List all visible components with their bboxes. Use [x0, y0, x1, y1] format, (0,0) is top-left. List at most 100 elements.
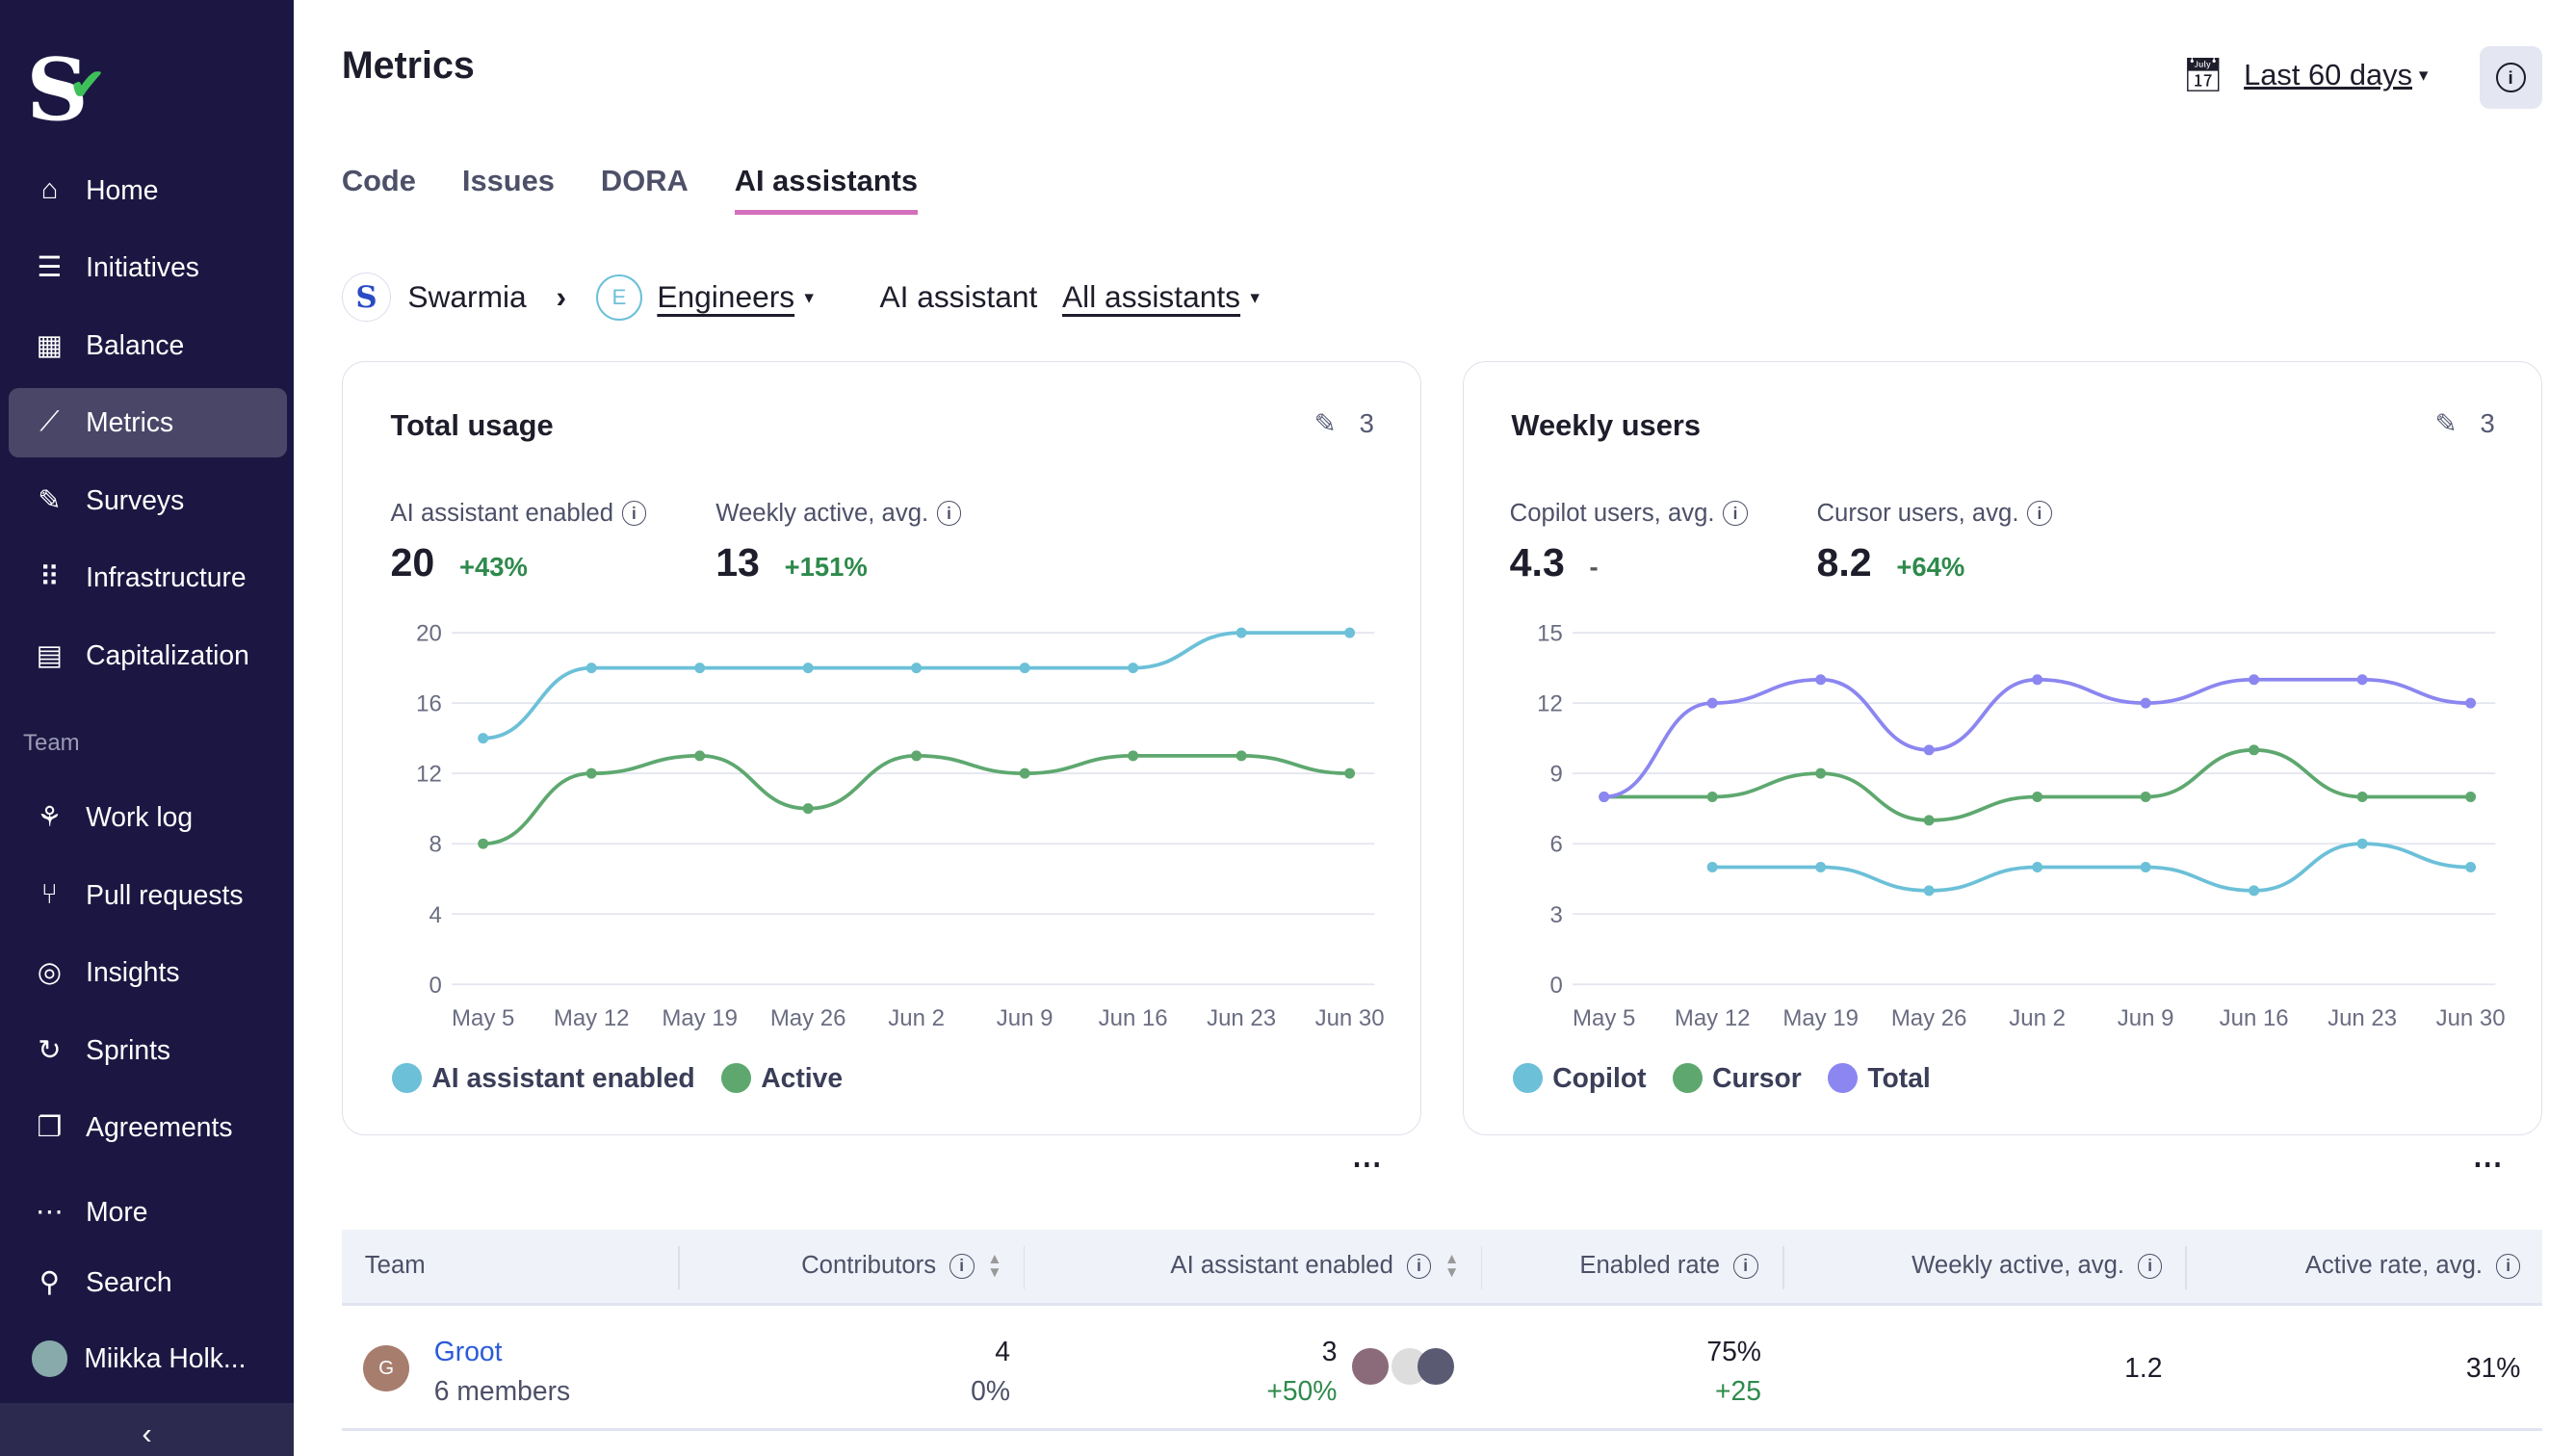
- sidebar-item-capitalization[interactable]: ▤ Capitalization: [9, 621, 288, 690]
- org-link[interactable]: Swarmia: [407, 279, 527, 315]
- sidebar-item-agreements[interactable]: ❐ Agreements: [9, 1093, 288, 1162]
- date-range-picker[interactable]: 📅︎ Last 60 days ▾: [2182, 56, 2428, 94]
- x-tick-label: Jun 23: [1207, 1005, 1276, 1031]
- info-icon[interactable]: i: [621, 501, 647, 526]
- data-point: [1019, 768, 1030, 780]
- sidebar-item-search[interactable]: ⚲ Search: [9, 1248, 288, 1317]
- data-point: [1923, 744, 1935, 756]
- x-tick-label: Jun 2: [888, 1005, 945, 1031]
- info-icon[interactable]: i: [1406, 1253, 1432, 1279]
- column-enabled-rate[interactable]: Enabled rate i: [1579, 1230, 1758, 1302]
- calculator-icon: ▤: [36, 639, 64, 671]
- data-point: [2140, 792, 2151, 803]
- team-selector[interactable]: Engineers: [657, 279, 795, 315]
- stat-label: Weekly active, avg.: [715, 499, 929, 527]
- sidebar-item-more[interactable]: ⋯ More: [9, 1177, 288, 1246]
- legend-item[interactable]: Copilot: [1513, 1062, 1647, 1094]
- data-point: [1343, 768, 1355, 780]
- legend-item[interactable]: Active: [721, 1062, 843, 1094]
- y-tick-label: 9: [1549, 762, 1562, 788]
- data-point: [2140, 698, 2151, 709]
- sidebar-item-surveys[interactable]: ✎ Surveys: [9, 465, 288, 534]
- data-point: [1814, 768, 1826, 780]
- enabled-rate-change: +25: [1714, 1375, 1761, 1407]
- nav-label: Infrastructure: [86, 561, 247, 593]
- column-active-rate[interactable]: Active rate, avg. i: [2305, 1230, 2521, 1302]
- legend-item[interactable]: AI assistant enabled: [392, 1062, 695, 1094]
- insights-icon: ◎: [37, 957, 63, 989]
- info-icon[interactable]: i: [2137, 1253, 2163, 1279]
- surveys-icon: ✎: [2434, 408, 2458, 439]
- home-icon: ⌂: [40, 173, 59, 205]
- pull-request-icon: ⑂: [40, 878, 59, 910]
- sort-icon[interactable]: ▲ ▼: [987, 1250, 1002, 1281]
- info-icon[interactable]: i: [1732, 1253, 1758, 1279]
- swarmia-logo[interactable]: S ✔: [26, 39, 106, 142]
- series-line: [482, 754, 1350, 846]
- tab-dora[interactable]: DORA: [600, 163, 689, 197]
- header-label: AI assistant enabled: [1170, 1252, 1393, 1280]
- weekly-users-card: Weekly users ✎ 3 Copilot users, avg. i 4.3-…: [1462, 361, 2542, 1136]
- x-tick-label: May 26: [770, 1005, 846, 1031]
- tab-ai-assistants[interactable]: AI assistants: [734, 164, 919, 215]
- data-point: [2464, 862, 2476, 873]
- data-point: [1127, 663, 1138, 674]
- x-tick-label: Jun 2: [2009, 1005, 2066, 1031]
- y-tick-label: 6: [1549, 832, 1562, 858]
- data-point: [910, 663, 922, 674]
- assistant-filter-select[interactable]: All assistants: [1062, 279, 1241, 315]
- contributor-avatars[interactable]: [1351, 1348, 1455, 1386]
- sidebar-item-metrics[interactable]: ⟋ Metrics: [8, 387, 288, 457]
- card-menu-button[interactable]: ⋯: [2472, 1147, 2503, 1182]
- column-team[interactable]: Team: [365, 1230, 426, 1302]
- nav-label: Initiatives: [86, 251, 199, 283]
- sidebar-item-balance[interactable]: ▦ Balance: [9, 310, 288, 379]
- column-weekly-active[interactable]: Weekly active, avg. i: [1912, 1230, 2163, 1302]
- user-menu[interactable]: Miikka Holk...: [9, 1324, 288, 1393]
- survey-count[interactable]: ✎ 3: [2435, 408, 2495, 439]
- info-icon[interactable]: i: [1723, 501, 1748, 526]
- data-point: [1019, 663, 1030, 674]
- info-icon[interactable]: i: [2495, 1253, 2521, 1279]
- info-icon[interactable]: i: [936, 501, 962, 526]
- sidebar-item-insights[interactable]: ◎ Insights: [9, 938, 288, 1007]
- info-button[interactable]: i: [2479, 45, 2542, 110]
- legend-item[interactable]: Cursor: [1673, 1062, 1802, 1094]
- data-point: [478, 839, 488, 850]
- info-icon[interactable]: i: [2027, 501, 2052, 526]
- data-point: [2031, 674, 2042, 686]
- column-ai-enabled[interactable]: AI assistant enabled i ▲ ▼: [1170, 1230, 1459, 1302]
- sidebar-item-home[interactable]: ⌂ Home: [9, 155, 288, 224]
- legend-item[interactable]: Total: [1828, 1062, 1931, 1094]
- legend-label: Cursor: [1712, 1062, 1802, 1094]
- survey-count[interactable]: ✎ 3: [1314, 408, 1374, 439]
- assistant-filter-label: AI assistant: [879, 279, 1038, 315]
- y-tick-label: 3: [1549, 902, 1562, 928]
- nav-label: Sprints: [86, 1033, 171, 1065]
- card-menu-button[interactable]: ⋯: [1351, 1147, 1382, 1182]
- swarmia-org-icon: S: [341, 272, 392, 323]
- y-tick-label: 0: [1549, 973, 1562, 999]
- column-contributors[interactable]: Contributors i ▲ ▼: [801, 1230, 1001, 1302]
- tab-code[interactable]: Code: [341, 163, 416, 197]
- card-title: Total usage: [390, 408, 554, 443]
- tab-issues[interactable]: Issues: [461, 163, 555, 197]
- x-tick-label: May 12: [554, 1005, 630, 1031]
- sidebar-item-initiatives[interactable]: ☰ Initiatives: [9, 233, 288, 302]
- stat-change: +64%: [1896, 552, 1965, 583]
- data-point: [2356, 839, 2368, 850]
- sort-icon[interactable]: ▲ ▼: [1444, 1250, 1460, 1281]
- sidebar-item-work-log[interactable]: ⚘ Work log: [9, 782, 288, 851]
- sidebar-item-infrastructure[interactable]: ⠿ Infrastructure: [9, 543, 288, 612]
- sidebar-item-sprints[interactable]: ↻ Sprints: [9, 1015, 288, 1084]
- chevron-down-icon: ▾: [1250, 286, 1260, 307]
- sidebar-item-pull-requests[interactable]: ⑂ Pull requests: [9, 860, 288, 929]
- data-point: [1706, 792, 1718, 803]
- collapse-sidebar-button[interactable]: ‹: [0, 1403, 295, 1456]
- nav-label: Balance: [86, 328, 185, 360]
- info-icon[interactable]: i: [949, 1253, 975, 1279]
- team-link[interactable]: Groot: [433, 1336, 503, 1367]
- data-point: [1127, 750, 1138, 762]
- work-log-icon: ⚘: [37, 801, 63, 833]
- x-tick-label: May 26: [1891, 1005, 1967, 1031]
